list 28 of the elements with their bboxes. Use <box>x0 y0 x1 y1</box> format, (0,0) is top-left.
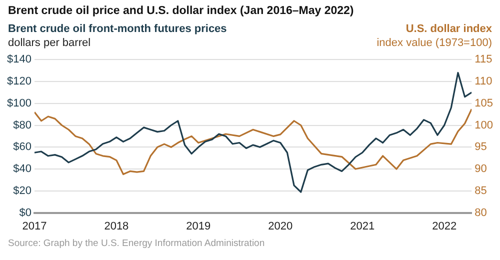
source-note: Source: Graph by the U.S. Energy Information Administration <box>8 238 265 249</box>
y2-tick-label: 100 <box>474 119 494 132</box>
x-tick-label: 2021 <box>350 220 375 232</box>
x-tick-label: 2020 <box>268 220 293 232</box>
y-tick-label: $80 <box>13 119 32 132</box>
y2-axis-title: index value (1973=100) <box>376 37 492 49</box>
x-tick-label: 2017 <box>22 220 47 232</box>
chart-title: Brent crude oil price and U.S. dollar index (Jan 2016–May 2022) <box>8 5 354 17</box>
y-tick-label: $100 <box>6 97 32 110</box>
y-tick-label: $120 <box>6 76 32 88</box>
y2-tick-label: 110 <box>474 76 492 88</box>
text: U.S. dollar index <box>406 23 492 35</box>
y-tick-label: $40 <box>13 163 32 176</box>
text: Brent crude oil front-month futures prices <box>8 23 227 35</box>
x-tick-label: 2018 <box>104 220 129 232</box>
y2-tick-label: 95 <box>474 141 487 154</box>
y2-tick-label: 85 <box>474 184 487 197</box>
y2-tick-label: 80 <box>474 206 487 219</box>
y-tick-label: $60 <box>13 141 32 154</box>
y-tick-label: $140 <box>6 54 32 66</box>
y2-tick-label: 115 <box>474 54 492 66</box>
x-tick-label: 2019 <box>186 220 211 232</box>
y2-tick-label: 90 <box>474 163 487 176</box>
y-tick-label: $20 <box>13 184 32 197</box>
x-tick-label: 2022 <box>432 220 457 232</box>
y-tick-label: $0 <box>19 206 32 219</box>
y2-tick-label: 105 <box>474 97 494 110</box>
y-axis-title: dollars per barrel <box>8 37 91 49</box>
